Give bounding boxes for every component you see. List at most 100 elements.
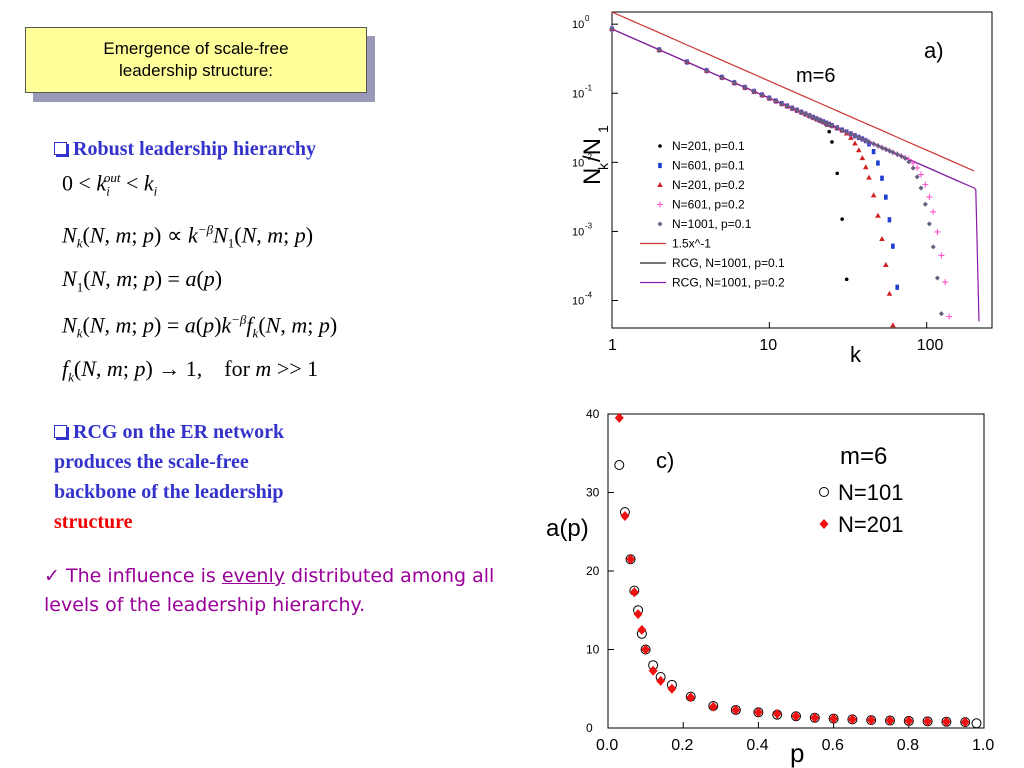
chart-a-y-tick-label: 10: [572, 157, 584, 169]
chart-a-point: [879, 236, 885, 242]
chart-c-xlabel: p: [790, 738, 804, 768]
chart-a-point: [918, 171, 925, 178]
chart-c-point: [829, 713, 839, 724]
chart-c-point: [641, 644, 651, 655]
bullet-rcg-line2: produces the scale-free: [54, 451, 249, 473]
chart-a-point: [879, 145, 885, 151]
chart-a-legend-swatch: [657, 221, 663, 227]
chart-a-y-tick-label: 10: [572, 88, 584, 100]
equation-3: N1(N, m; p) = a(p): [62, 266, 223, 295]
chart-a-point: [946, 313, 953, 320]
chart-a-point: [876, 160, 880, 166]
chart-a-legend-label: N=601, p=0.1: [672, 159, 745, 173]
chart-a-point: [834, 125, 840, 131]
chart-c-legend-label: N=101: [838, 480, 903, 505]
chart-c-x-tick-label: 0.2: [671, 737, 693, 754]
chart-c-y-tick-label: 20: [586, 564, 600, 578]
chart-a-point: [871, 141, 877, 147]
chart-a-point: [784, 103, 790, 109]
chart-c-point: [731, 704, 741, 715]
chart-a-point: [856, 134, 862, 140]
checkbox-bullet-icon: [54, 425, 67, 438]
chart-a-point: [848, 134, 854, 140]
chart-c-y-tick-label: 30: [586, 486, 600, 500]
chart-c-x-tick-label: 0.6: [822, 737, 844, 754]
chart-c-point: [633, 609, 643, 620]
chart-c-x-tick-label: 0.0: [596, 737, 618, 754]
chart-a-point: [906, 159, 912, 165]
chart-a-point: [759, 92, 765, 98]
chart-a-y-tick-exp: -3: [585, 221, 593, 230]
chart-a-point: [875, 212, 881, 218]
chart-c-ylabel: a(p): [546, 515, 589, 542]
chart-a-point: [938, 252, 945, 259]
chart-c-point: [656, 675, 666, 686]
slide-title-line1: Emergence of scale-free: [103, 39, 289, 58]
chart-a-legend-label: RCG, N=1001, p=0.2: [672, 276, 785, 290]
chart-a-y-tick-label: 10: [572, 19, 584, 31]
equation-1: 0 < kiout < ki: [62, 170, 158, 199]
chart-a-legend-swatch: [658, 144, 662, 148]
chart-a-point: [942, 279, 949, 286]
equation-5: fk(N, m; p) → 1, for m >> 1: [62, 356, 319, 385]
chart-a-annotation: m=6: [796, 65, 835, 87]
chart-a-point: [731, 80, 737, 86]
chart-c-point: [626, 554, 636, 565]
chart-a-y-tick-label: 10: [572, 296, 584, 308]
chart-a-point: [891, 243, 895, 249]
chart-c-x-tick-label: 0.4: [746, 737, 768, 754]
chart-a-point: [839, 127, 845, 133]
chart-a-legend-label: N=201, p=0.2: [672, 178, 745, 192]
equation-2: Nk(N, m; p) ∝ k−βN1(N, m; p): [62, 222, 314, 251]
chart-a-point: [883, 261, 889, 267]
chart-a-point: [852, 140, 858, 146]
chart-a-point: [880, 175, 884, 181]
chart-a-xlabel: k: [850, 342, 862, 367]
chart-a-point: [823, 120, 829, 126]
chart-a-point: [922, 201, 928, 207]
chart-a-legend-swatch: [657, 201, 663, 208]
chart-a-point: [835, 171, 840, 176]
chart-a-legend-label: RCG, N=1001, p=0.1: [672, 256, 785, 270]
influence-pre: The influence is: [65, 565, 222, 587]
influence-post: distributed among all levels of the lead…: [44, 565, 495, 616]
chart-c-point: [866, 715, 876, 726]
chart-a-point: [829, 123, 835, 129]
chart-a-point: [934, 275, 940, 281]
chart-a-legend-label: N=601, p=0.2: [672, 198, 745, 212]
svg-text:1: 1: [595, 125, 611, 133]
chart-a-point: [704, 68, 710, 74]
chart-c-x-tick-label: 1.0: [972, 737, 994, 754]
chart-a-y-tick-exp: 0: [585, 14, 590, 23]
bullet-rcg-er: RCG on the ER network produces the scale…: [54, 417, 284, 537]
chart-a-y-tick-label: 10: [572, 226, 584, 238]
chart-a-legend-label: N=1001, p=0.1: [672, 217, 752, 231]
chart-a-point: [848, 131, 854, 137]
chart-a-point: [862, 164, 869, 170]
bullet-rcg-line3: backbone of the leadership: [54, 481, 284, 503]
bullet-rcg-line1: RCG on the ER network: [73, 421, 285, 443]
chart-a-point: [840, 217, 844, 221]
chart-a-point: [742, 84, 748, 90]
chart-a-point: [871, 148, 876, 155]
chart-c-point: [686, 692, 696, 703]
chart-a-point: [934, 228, 941, 235]
chart-a-point: [938, 311, 944, 317]
influence-note: ✓ The influence is evenly distributed am…: [44, 562, 504, 620]
bullet-robust-hierarchy-text: Robust leadership hierarchy: [73, 138, 316, 160]
chart-a-point: [895, 284, 900, 290]
chart-a-point: [883, 146, 889, 152]
chart-a-point: [844, 277, 849, 282]
chart-c-panel-label: c): [656, 448, 674, 473]
chart-c-legend-swatch: [819, 519, 829, 529]
chart-c-point: [637, 624, 647, 635]
chart-c-point: [772, 708, 782, 719]
checkbox-bullet-icon: [54, 142, 67, 155]
chart-a-x-tick-label: 10: [759, 337, 777, 354]
chart-c-point: [923, 716, 933, 727]
chart-a-point: [887, 217, 892, 223]
chart-a-y-tick-exp: -1: [585, 83, 593, 92]
chart-a-point: [810, 114, 816, 120]
chart-a-point: [875, 143, 881, 149]
